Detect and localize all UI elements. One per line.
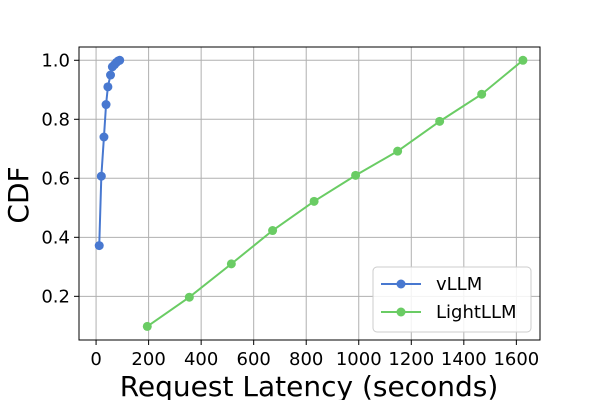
legend-marker-lightllm [396, 307, 406, 317]
lightllm-point [309, 196, 319, 206]
grid-lines [79, 47, 540, 340]
lightllm-point [393, 146, 403, 156]
lightllm-point [518, 55, 528, 65]
vllm-point [96, 171, 106, 181]
vllm-point [106, 70, 116, 80]
y-tick-label: 1.0 [41, 50, 70, 71]
y-tick-label: 0.4 [41, 227, 70, 248]
y-tick-label: 0.8 [41, 109, 70, 130]
series-layer [94, 55, 528, 331]
lightllm-point [226, 259, 236, 269]
legend-label-lightllm: LightLLM [436, 302, 517, 323]
lightllm-point [435, 116, 445, 126]
x-tick-label: 200 [131, 349, 165, 370]
y-axis-ticks: 0.2 0.4 0.6 0.8 1.0 [41, 50, 79, 307]
vllm-point [94, 241, 104, 251]
series-vllm [94, 55, 125, 251]
vllm-point [103, 82, 113, 92]
x-axis-ticks: 0 200 400 600 800 1000 1200 1400 1600 [90, 340, 539, 370]
legend-label-vllm: vLLM [436, 274, 482, 295]
lightllm-point [477, 89, 487, 99]
x-tick-label: 600 [237, 349, 271, 370]
y-tick-label: 0.6 [41, 168, 70, 189]
x-tick-label: 800 [289, 349, 323, 370]
x-tick-label: 1200 [388, 349, 434, 370]
vllm-point [101, 100, 111, 110]
x-tick-label: 1600 [493, 349, 539, 370]
lightllm-point [184, 292, 194, 302]
x-tick-label: 1000 [336, 349, 382, 370]
x-tick-label: 400 [184, 349, 218, 370]
y-axis-label: CDF [2, 166, 35, 223]
plot-area-frame [78, 46, 541, 341]
legend-marker-vllm [396, 279, 406, 289]
lightllm-point [351, 170, 361, 180]
vllm-point [99, 132, 109, 142]
series-lightllm [142, 55, 528, 331]
x-tick-label: 0 [90, 349, 101, 370]
y-tick-label: 0.2 [41, 286, 70, 307]
lightllm-point [142, 321, 152, 331]
legend: vLLM LightLLM [372, 266, 532, 333]
x-tick-label: 1400 [441, 349, 487, 370]
lightllm-point [268, 226, 278, 236]
lightllm-line [146, 59, 524, 328]
vllm-point [115, 55, 125, 65]
x-axis-label: Request Latency (seconds) [120, 370, 499, 400]
